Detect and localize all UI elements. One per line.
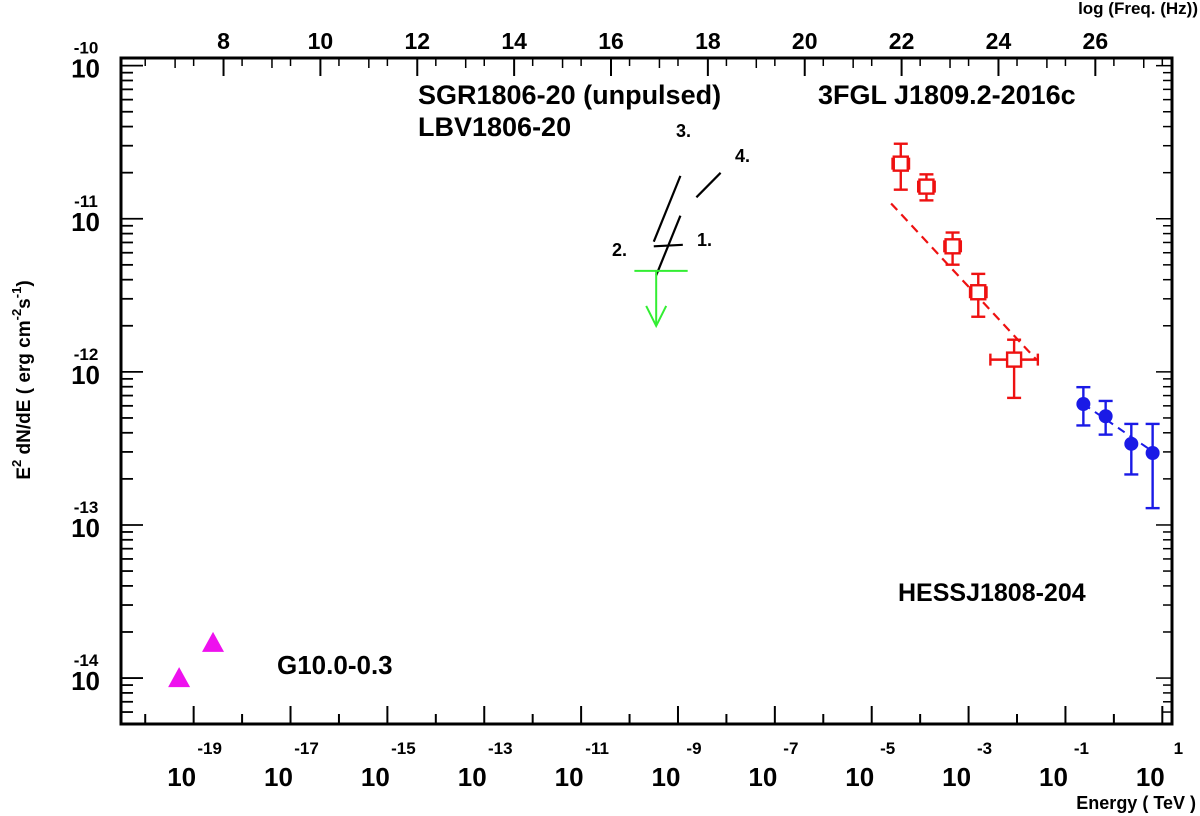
y-tick-label: 10 [71, 666, 100, 696]
x-axis-top-label: log (Freq. (Hz)) [1078, 0, 1198, 18]
lbv-upper-limit-arrow-head [645, 305, 668, 329]
y-axis-label-rest: dN/dE ( erg cm [14, 320, 35, 459]
annotation-2: 3FGL J1809.2-2016c [818, 80, 1076, 110]
y-tick-label-exponent: -12 [74, 345, 99, 364]
annotation-0: SGR1806-20 (unpulsed) [418, 80, 721, 110]
sgr-line-label-3: 3. [676, 121, 691, 141]
annotation-4: G10.0-0.3 [277, 650, 393, 680]
fermi-point [970, 284, 987, 301]
sgr-line-4 [695, 172, 722, 199]
sgr-line-label-4: 4. [735, 146, 750, 166]
x-top-tick-label: 22 [889, 28, 915, 54]
x-top-tick-label: 26 [1083, 28, 1109, 54]
annotation-1: LBV1806-20 [418, 112, 571, 142]
x-top-tick-label: 16 [598, 28, 624, 54]
x-bottom-tick-label: 10 [264, 762, 293, 792]
chart-annotations: SGR1806-20 (unpulsed)LBV1806-20 3FGL J180… [277, 80, 1086, 680]
x-top-tick-label: 20 [792, 28, 818, 54]
axis-tick-labels: 10-1910-1710-1510-1310-1110-910-710-510-… [71, 28, 1183, 792]
x-top-tick-label: 14 [501, 28, 527, 54]
x-bottom-tick-label-exponent: -7 [783, 739, 798, 758]
svg-text:E2 dN/dE ( erg cm-2s-1): E2 dN/dE ( erg cm-2s-1) [9, 280, 35, 479]
hess-point [1098, 409, 1113, 424]
y-axis-label-sup: 2 [9, 460, 24, 467]
x-axis-bottom-label: Energy ( TeV ) [1076, 793, 1196, 813]
x-top-tick-label: 18 [695, 28, 721, 54]
x-bottom-tick-label: 10 [748, 762, 777, 792]
y-axis-label: E2 dN/dE ( erg cm-2s-1) [9, 280, 35, 479]
hess-point [1076, 397, 1091, 412]
x-top-tick-label: 12 [404, 28, 430, 54]
y-axis-label-rest2: s [14, 298, 35, 309]
fermi-fit-line [890, 202, 1038, 361]
hess-point [1124, 436, 1139, 451]
y-tick-label: 10 [71, 207, 100, 237]
fermi-point [944, 238, 961, 255]
annotation-3: HESSJ1808-204 [898, 579, 1086, 607]
x-bottom-tick-label: 10 [942, 762, 971, 792]
x-bottom-tick-label: 10 [167, 762, 196, 792]
sgr-line-2 [655, 215, 682, 276]
x-bottom-tick-label-exponent: -17 [294, 739, 319, 758]
axis-ticks [121, 58, 1172, 724]
x-bottom-tick-label-exponent: 1 [1174, 739, 1183, 758]
x-bottom-tick-label: 10 [458, 762, 487, 792]
y-axis-label-sup3: -1 [9, 287, 24, 299]
x-bottom-tick-label-exponent: -19 [197, 739, 222, 758]
y-tick-label-exponent: -13 [74, 498, 99, 517]
y-tick-label: 10 [71, 513, 100, 543]
x-top-tick-label: 10 [308, 28, 334, 54]
y-tick-label-exponent: -11 [74, 192, 98, 211]
sgr-line-3 [652, 175, 682, 243]
g10-point [168, 667, 191, 688]
fermi-point [918, 178, 935, 195]
y-tick-label-exponent: -14 [74, 651, 99, 670]
x-bottom-tick-label-exponent: -15 [391, 739, 416, 758]
y-tick-label: 10 [71, 54, 100, 84]
data-series: 1. 2. 3. 4. [168, 121, 1160, 688]
y-tick-label: 10 [71, 360, 100, 390]
y-axis-label-end: ) [14, 280, 35, 286]
x-top-tick-label: 8 [217, 28, 230, 54]
x-bottom-tick-label: 10 [845, 762, 874, 792]
x-bottom-tick-label-exponent: -5 [880, 739, 895, 758]
y-tick-label-exponent: -10 [74, 39, 99, 58]
x-bottom-tick-label-exponent: -1 [1074, 739, 1089, 758]
fermi-point [892, 155, 909, 172]
x-bottom-tick-label: 10 [1136, 762, 1165, 792]
x-bottom-tick-label: 10 [1039, 762, 1068, 792]
g10-point [202, 631, 225, 652]
y-axis-label-sup2: -2 [9, 309, 24, 321]
x-bottom-tick-label: 10 [361, 762, 390, 792]
y-axis-label-main: E [14, 467, 35, 480]
fermi-point [1005, 351, 1023, 368]
x-bottom-tick-label: 10 [652, 762, 681, 792]
x-bottom-tick-label-exponent: -9 [686, 739, 701, 758]
sgr-line-label-1: 1. [697, 230, 712, 250]
x-top-tick-label: 24 [986, 28, 1012, 54]
x-bottom-tick-label: 10 [555, 762, 584, 792]
hess-fit-line [1082, 403, 1154, 453]
x-bottom-tick-label-exponent: -3 [977, 739, 992, 758]
x-bottom-tick-label-exponent: -11 [585, 739, 609, 758]
x-bottom-tick-label-exponent: -13 [488, 739, 513, 758]
plot-frame [119, 56, 1174, 726]
sgr-line-label-2: 2. [612, 240, 627, 260]
hess-point [1145, 446, 1160, 461]
